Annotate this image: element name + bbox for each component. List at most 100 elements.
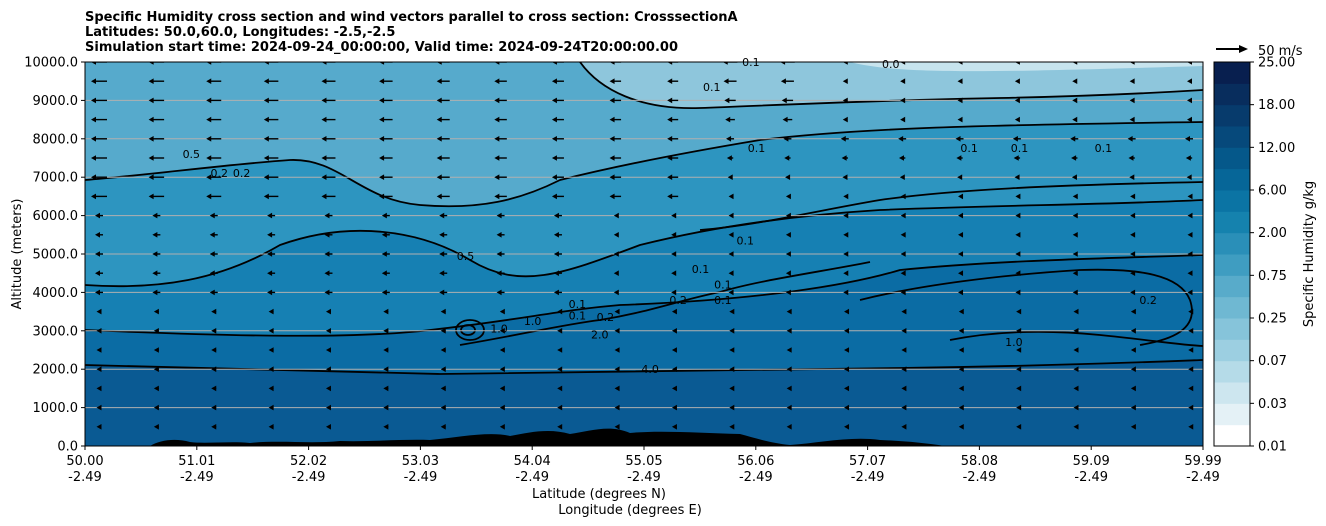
wind-vector-head — [379, 97, 385, 104]
contour-labels: 0.10.10.1 0.1 0.10.10.1 0.00.2 0.20.50.50.10… — [183, 56, 1157, 376]
wind-vector-head — [91, 116, 96, 123]
wind-vector-head — [609, 136, 615, 142]
wind-vector-head — [1129, 97, 1135, 104]
wind-vector-head — [614, 424, 620, 430]
wind-vector-head — [1129, 116, 1135, 123]
wind-vector-head — [900, 270, 906, 276]
y-tick-label: 3000.0 — [33, 324, 79, 339]
contour-label: 0.1 — [1011, 142, 1029, 155]
colorbar-swatch — [1214, 83, 1250, 106]
wind-vector-head — [614, 328, 620, 334]
wind-vector-head — [321, 78, 327, 84]
contour-label: 0.0 — [882, 58, 900, 71]
contour-label: 4.0 — [641, 363, 659, 376]
wind-vector-head — [786, 366, 792, 372]
contour-label: 0.1 — [714, 294, 732, 307]
wind-vector-head — [496, 212, 502, 219]
wind-vector-head — [1188, 347, 1194, 353]
contour-line-4 — [85, 359, 1203, 375]
terrain-profile — [85, 428, 945, 446]
wind-vector-head — [267, 212, 273, 219]
wind-vector-head — [551, 136, 557, 142]
wind-vector-head — [557, 385, 563, 392]
wind-vector-head — [263, 116, 269, 123]
wind-vector-head — [324, 289, 330, 296]
wind-vector-head — [614, 385, 620, 392]
wind-vector-head — [1130, 289, 1136, 296]
wind-vector-head — [1188, 328, 1194, 334]
y-tick-label: 9000.0 — [33, 94, 79, 109]
wind-vector-head — [381, 289, 387, 296]
wind-vector-head — [957, 62, 963, 65]
wind-vector-head — [1072, 232, 1078, 238]
wind-vector-head — [267, 232, 273, 238]
wind-vector-head — [898, 155, 904, 161]
wind-vector-head — [957, 174, 963, 180]
wind-vector-head — [494, 193, 500, 200]
wind-vector-head — [900, 78, 906, 84]
x-tick-label-lat: 54.04 — [514, 454, 551, 469]
wind-vector-head — [96, 308, 102, 315]
contour-line-0.2-b — [859, 268, 1193, 346]
wind-vector-head — [436, 116, 442, 123]
x-tick-label-lat: 57.07 — [849, 454, 886, 469]
colorbar-tick-label: 0.75 — [1258, 269, 1287, 284]
wind-vector-head — [496, 232, 502, 238]
wind-vector-head — [958, 385, 964, 392]
wind-vector-head — [1072, 251, 1078, 257]
band-level-0 — [850, 62, 1203, 72]
x-tick-label-lon: -2.49 — [1186, 470, 1220, 485]
colorbar-label: Specific Humidity g/kg — [1302, 181, 1317, 327]
wind-vector-head — [844, 347, 850, 353]
contour-label: 0.5 — [457, 250, 475, 263]
wind-vector-head — [726, 136, 732, 142]
wind-vector-head — [844, 308, 850, 315]
wind-vector-head — [211, 308, 217, 315]
wind-vector-head — [325, 328, 331, 334]
wind-vector-head — [843, 270, 849, 276]
y-tick-label: 5000.0 — [33, 248, 79, 263]
wind-vector-head — [95, 212, 100, 219]
contour-label: 2.0 — [591, 328, 609, 341]
wind-vector-head — [958, 308, 964, 315]
colorbar-swatch — [1214, 254, 1250, 276]
wind-vector-head — [785, 289, 791, 296]
wind-vector-head — [728, 289, 734, 296]
wind-vector-head — [901, 308, 907, 315]
wind-vector-head — [1073, 404, 1079, 411]
wind-vector-head — [206, 174, 212, 180]
wind-vector-head — [614, 347, 620, 353]
wind-vector-head — [1187, 212, 1193, 219]
wind-vector-head — [436, 97, 442, 104]
wind-vector-head — [843, 251, 849, 257]
contour-label: 0.1 — [703, 81, 721, 94]
contour-label: 0.1 — [714, 279, 732, 292]
wind-vector-head — [786, 424, 792, 430]
wind-vector-head — [609, 78, 615, 84]
colorbar-swatch — [1214, 126, 1250, 148]
wind-vector-head — [91, 136, 96, 142]
x-tick-label-lon: -2.49 — [180, 470, 214, 485]
colorbar-frame — [1213, 61, 1251, 447]
wind-vector-head — [268, 347, 274, 353]
wind-vector-head — [148, 78, 154, 84]
wind-vector-head — [958, 404, 964, 411]
wind-vector-head — [1073, 347, 1079, 353]
wind-vector-head — [263, 193, 269, 200]
wind-vector-head — [729, 404, 735, 411]
wind-vector-head — [436, 193, 442, 200]
wind-vector-head — [667, 116, 673, 123]
wind-vector-head — [1014, 174, 1020, 180]
wind-vector-head — [728, 193, 734, 200]
wind-vector-head — [671, 424, 677, 430]
y-tick-label: 2000.0 — [33, 363, 79, 378]
wind-vector-head — [153, 328, 159, 334]
wind-vector-head — [1015, 289, 1021, 296]
wind-vector-head — [148, 62, 154, 65]
wind-vector-head — [553, 232, 559, 238]
colorbar-swatch — [1214, 424, 1250, 447]
wind-vector-head — [206, 136, 212, 142]
wind-vector-head — [901, 424, 907, 430]
wind-vector-head — [91, 78, 96, 84]
